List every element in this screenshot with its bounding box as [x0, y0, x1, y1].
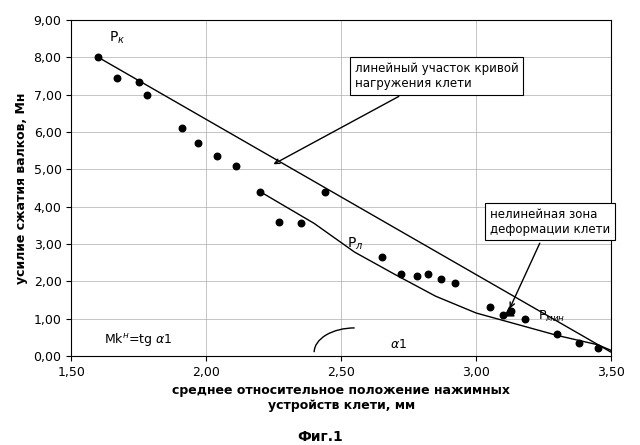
Point [449, 279, 460, 287]
Point [177, 125, 187, 132]
Text: линейный участок кривой
нагружения клети: линейный участок кривой нагружения клети [275, 62, 518, 163]
Point [504, 307, 514, 315]
Point [320, 188, 330, 195]
Point [436, 276, 446, 283]
Point [193, 140, 204, 147]
Point [296, 220, 306, 227]
Text: Фиг.1: Фиг.1 [297, 429, 343, 444]
Text: Mk$^н$=tg $\alpha$1: Mk$^н$=tg $\alpha$1 [104, 331, 172, 348]
Point [593, 345, 603, 352]
Point [274, 218, 284, 225]
Point [134, 78, 144, 85]
X-axis label: среднее относительное положение нажимных
устройств клети, мм: среднее относительное положение нажимных… [172, 384, 510, 412]
Point [396, 270, 406, 277]
Point [255, 188, 266, 195]
Point [506, 307, 516, 315]
Point [141, 92, 152, 99]
Text: P$_к$: P$_к$ [109, 30, 125, 46]
Point [93, 54, 104, 61]
Point [376, 254, 387, 261]
Text: P$_{мин}$: P$_{мин}$ [538, 309, 566, 324]
Point [112, 74, 122, 81]
Text: P$_л$: P$_л$ [347, 236, 363, 252]
Y-axis label: усилие сжатия валков, Мн: усилие сжатия валков, Мн [15, 92, 28, 283]
Point [231, 162, 241, 169]
Point [573, 339, 584, 346]
Point [498, 312, 508, 319]
Text: нелинейная зона
деформации клети: нелинейная зона деформации клети [490, 207, 610, 307]
Text: $\alpha$1: $\alpha$1 [390, 338, 407, 351]
Point [412, 272, 422, 279]
Point [484, 304, 495, 311]
Point [212, 153, 222, 160]
Point [520, 315, 530, 322]
Point [552, 330, 562, 337]
Point [422, 270, 433, 277]
